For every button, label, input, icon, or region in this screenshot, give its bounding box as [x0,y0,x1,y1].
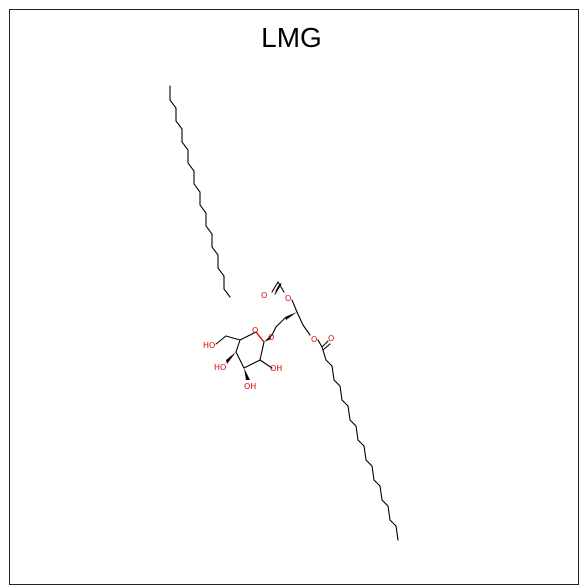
ring-o-bond [255,331,265,343]
c5-c6-bond [225,335,241,341]
anomeric-o-link [269,334,273,338]
oh-c2-label: OH [270,364,282,373]
lower-co-double-a [321,340,329,348]
anomeric-wedge [264,336,271,342]
upper-c-o-ester [277,281,285,293]
c4-oh-wedge [226,352,236,364]
lower-ester-o-c [317,339,323,348]
molecule-title: LMG [261,22,322,53]
ch2oh-label: HO [203,341,215,350]
glycerol-c2-stereo-wedge [285,312,297,320]
ester-o-lower-label: O [311,335,317,344]
c6-oh-bond [215,335,227,345]
lower-acyl-chain-visible [321,346,399,541]
oh-c4-label: HO [214,363,226,372]
c3-oh-wedge [244,368,250,380]
oh-c3-label: OH [244,382,256,391]
glycerol-c2-c3 [296,311,304,326]
lower-co-double-b [322,343,331,351]
glycerol-o-c2 [291,299,298,313]
upper-co-double-a [271,281,279,293]
upper-acyl-chain [169,85,231,298]
ether-o-label: O [268,333,274,342]
glycerol-c3-o [302,324,311,336]
glycerol-c1-o [271,326,277,336]
carbonyl-o-lower-label: O [328,334,334,343]
figure-frame [9,9,579,585]
c2-oh-bond [259,359,273,369]
carbonyl-o-upper-label: O [261,291,267,300]
glycerol-c2-c1 [275,317,286,328]
ester-o-upper-label: O [285,294,291,303]
ring-o-label: O [252,326,258,335]
